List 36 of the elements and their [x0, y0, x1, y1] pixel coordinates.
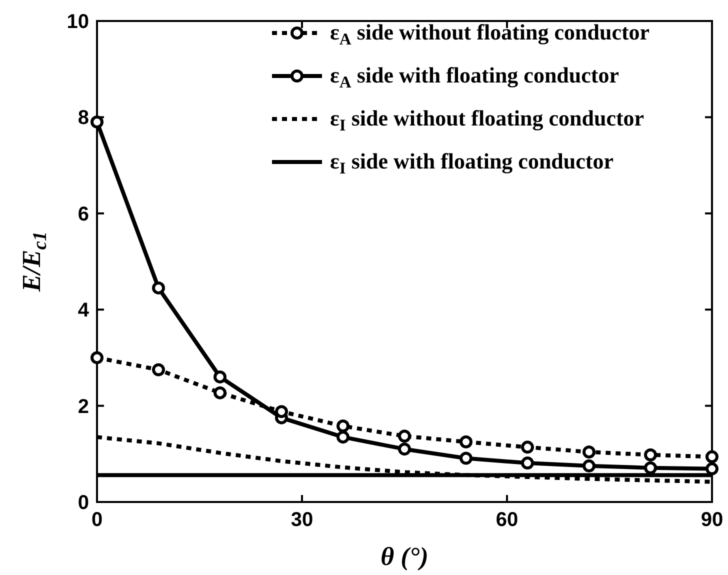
legend-label: ε$_{A}$ side without floating conductor	[330, 20, 650, 49]
point	[90, 116, 104, 129]
y-tick-label: 10	[66, 11, 89, 33]
point	[214, 386, 226, 400]
x-axis-title: θ (°)	[380, 542, 428, 571]
point	[582, 459, 596, 472]
point	[460, 435, 472, 448]
legend-label: ε$_{A}$ side with floating conductor	[330, 62, 620, 92]
legend-label: ε$_{I}$ side without floating conductor	[330, 106, 644, 135]
point	[644, 448, 657, 462]
legend-label: ε$_{I}$ side with floating conductor	[330, 148, 614, 178]
point	[398, 442, 411, 456]
point	[336, 430, 350, 444]
point	[582, 445, 596, 458]
point	[90, 351, 104, 364]
point	[152, 281, 165, 294]
point	[398, 430, 411, 443]
point	[644, 461, 657, 474]
point	[460, 452, 472, 465]
point	[706, 450, 718, 464]
x-tick-label: 90	[700, 509, 724, 531]
point	[336, 420, 350, 432]
point	[214, 370, 226, 384]
y-tick-label: 2	[78, 396, 89, 418]
point	[521, 440, 534, 454]
y-tick-label: 0	[78, 492, 89, 514]
x-tick-label: 30	[290, 509, 314, 531]
point	[521, 456, 534, 470]
y-tick-label: 8	[78, 107, 89, 130]
point	[152, 363, 165, 376]
point	[275, 405, 288, 418]
x-tick-label: 0	[91, 509, 103, 531]
y-tick-label: 4	[78, 300, 90, 322]
point	[706, 462, 718, 476]
x-tick-label: 60	[496, 509, 518, 531]
y-tick-label: 6	[78, 203, 89, 226]
